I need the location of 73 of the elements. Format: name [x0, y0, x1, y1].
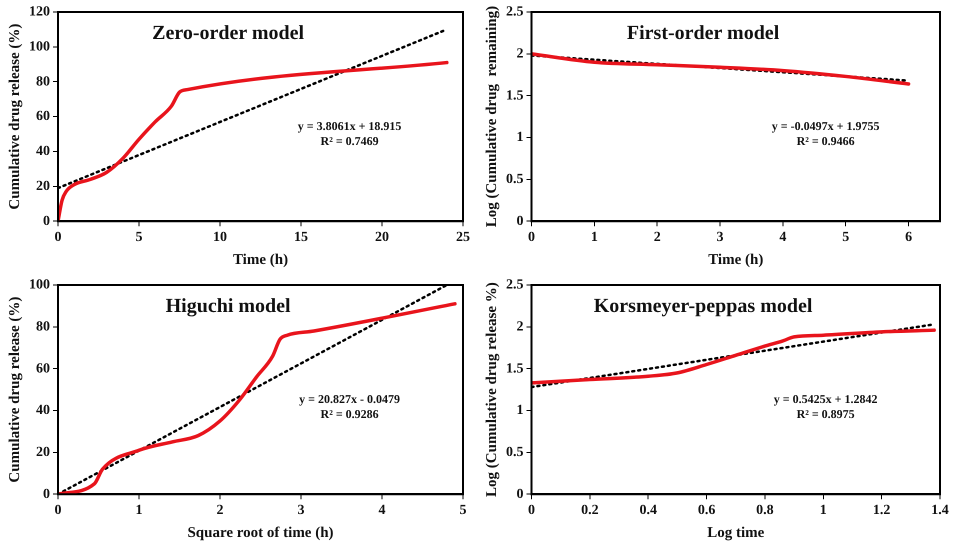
x-tick-label: 0 — [528, 230, 535, 246]
x-tick-label: 1.4 — [931, 503, 949, 518]
y-tick-label: 60 — [36, 109, 50, 124]
y-tick-label: 120 — [29, 4, 50, 20]
x-tick-label: 1 — [820, 503, 827, 518]
y-tick-label: 20 — [36, 444, 50, 460]
y-tick-label: 0 — [43, 214, 50, 229]
annotation: y = 3.8061x + 18.915 — [298, 118, 402, 133]
text: Higuchi model — [166, 295, 292, 318]
annotation: R² = 0.9466 — [796, 134, 855, 148]
x-tick-label: 2 — [654, 230, 661, 246]
y-tick-label: 0.5 — [506, 444, 524, 460]
y-tick-label: 100 — [29, 39, 50, 54]
y-tick-label: 0 — [43, 486, 50, 502]
x-tick-label: 20 — [375, 230, 389, 246]
x-tick-label: 0.2 — [581, 503, 599, 518]
annotation: R² = 0.9286 — [320, 406, 379, 421]
x-tick-label: 3 — [716, 230, 724, 246]
y-tick-label: 60 — [36, 361, 50, 376]
annotation: y = 20.827x - 0.0479 — [299, 392, 400, 406]
y-tick-label: 0.5 — [506, 172, 524, 187]
annotation: y = 0.5425x + 1.2842 — [774, 392, 878, 406]
x-axis-title: Square root of time (h) — [187, 524, 334, 541]
y-axis-title: Cumulative drug release (%) — [6, 24, 23, 210]
x-axis-title: Time (h) — [708, 252, 764, 268]
y-tick-label: 1 — [516, 130, 524, 146]
x-tick-label: 1 — [590, 230, 598, 246]
y-tick-label: 2 — [516, 46, 524, 62]
x-tick-label: 10 — [213, 230, 227, 246]
x-tick-label: 0 — [54, 230, 62, 246]
annotation: y = -0.0497x + 1.9755 — [772, 118, 880, 133]
y-tick-label: 1.5 — [506, 361, 524, 376]
y-tick-label: 0 — [516, 486, 524, 502]
x-tick-label: 0.6 — [698, 503, 716, 518]
x-axis-title: Time (h) — [232, 252, 288, 268]
y-tick-label: 1.5 — [506, 88, 524, 104]
x-tick-label: 4 — [378, 503, 386, 518]
y-axis-title: Log (Cumulative drug remaining) — [484, 6, 500, 228]
x-tick-label: 4 — [779, 230, 786, 246]
x-tick-label: 3 — [298, 503, 304, 518]
y-tick-label: 80 — [36, 319, 50, 334]
y-tick-label: 40 — [36, 144, 50, 160]
x-tick-label: 25 — [456, 230, 470, 246]
annotation: R² = 0.7469 — [320, 134, 379, 148]
y-tick-label: 2.5 — [506, 4, 524, 20]
x-tick-label: 0 — [54, 503, 62, 518]
y-tick-label: 40 — [36, 403, 50, 418]
line-series — [58, 60, 449, 222]
y-tick-label: 20 — [36, 178, 50, 194]
text: First-order model — [626, 22, 780, 44]
text: Korsmeyer-peppas model — [594, 295, 813, 318]
x-tick-label: 15 — [294, 230, 308, 246]
annotation: R² = 0.8975 — [796, 406, 855, 421]
y-tick-label: 80 — [36, 74, 50, 90]
x-tick-label: 5 — [460, 503, 466, 518]
x-tick-label: 2 — [216, 503, 224, 518]
x-tick-label: 1 — [136, 503, 142, 518]
y-tick-label: 0 — [516, 214, 524, 229]
y-axis-title: Cumulative drug release (%) — [6, 296, 23, 483]
text: Zero-order model — [152, 22, 305, 44]
y-axis-title: Log (Cumulative drug release %) — [484, 282, 500, 497]
y-tick-label: 100 — [29, 278, 50, 293]
x-tick-label: 0.4 — [639, 503, 657, 518]
x-tick-label: 0.8 — [756, 503, 774, 518]
x-tick-label: 5 — [136, 230, 142, 246]
y-tick-label: 2 — [516, 319, 524, 334]
x-tick-label: 6 — [905, 230, 912, 246]
y-tick-label: 1 — [516, 403, 524, 418]
x-tick-label: 0 — [528, 503, 535, 518]
x-tick-label: 5 — [842, 230, 850, 246]
y-tick-label: 2.5 — [506, 278, 524, 293]
x-axis-title: Log time — [707, 524, 765, 541]
x-tick-label: 1.2 — [872, 503, 890, 518]
